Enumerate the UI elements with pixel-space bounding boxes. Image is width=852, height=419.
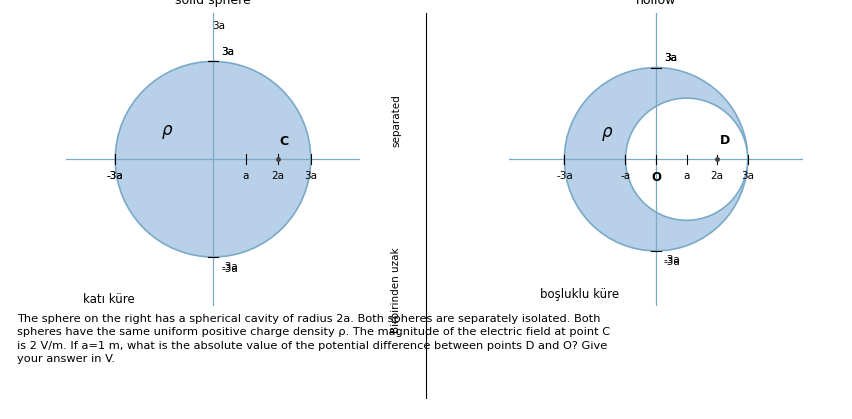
Text: 3a: 3a bbox=[222, 47, 234, 57]
Text: 2a: 2a bbox=[272, 171, 285, 181]
Circle shape bbox=[564, 67, 748, 251]
Text: a: a bbox=[683, 171, 690, 181]
Text: 3a: 3a bbox=[664, 53, 676, 63]
Text: -3a: -3a bbox=[556, 171, 573, 181]
Circle shape bbox=[115, 62, 311, 257]
Text: 3a: 3a bbox=[212, 21, 226, 31]
Text: separated: separated bbox=[391, 94, 401, 147]
Text: 3a: 3a bbox=[664, 53, 676, 63]
Text: C: C bbox=[279, 135, 289, 148]
Text: D: D bbox=[720, 134, 730, 147]
Text: O: O bbox=[651, 171, 661, 184]
Text: The sphere on the right has a spherical cavity of radius 2a. Both spheres are se: The sphere on the right has a spherical … bbox=[17, 314, 610, 364]
Text: 2a: 2a bbox=[711, 171, 723, 181]
Text: -3a: -3a bbox=[106, 171, 124, 181]
Text: 3a: 3a bbox=[664, 53, 676, 63]
Text: Birbirinden uzak: Birbirinden uzak bbox=[391, 247, 401, 333]
Text: 3a: 3a bbox=[222, 47, 234, 57]
Text: -3a: -3a bbox=[664, 256, 681, 266]
Text: -a: -a bbox=[620, 171, 630, 181]
Text: solid sphere: solid sphere bbox=[176, 0, 250, 7]
Text: a: a bbox=[243, 171, 249, 181]
Text: -3a: -3a bbox=[222, 262, 238, 272]
Circle shape bbox=[625, 98, 748, 220]
Text: ρ: ρ bbox=[162, 121, 173, 139]
Text: hollow: hollow bbox=[636, 0, 676, 7]
Text: 3a: 3a bbox=[304, 171, 317, 181]
Text: boşluklu küre: boşluklu küre bbox=[540, 287, 619, 300]
Text: -3a: -3a bbox=[222, 264, 238, 274]
Text: -3a: -3a bbox=[106, 171, 124, 181]
Text: 3a: 3a bbox=[741, 171, 754, 181]
Text: katı küre: katı küre bbox=[83, 293, 135, 306]
Text: ρ: ρ bbox=[602, 123, 613, 141]
Text: -3a: -3a bbox=[664, 257, 681, 267]
